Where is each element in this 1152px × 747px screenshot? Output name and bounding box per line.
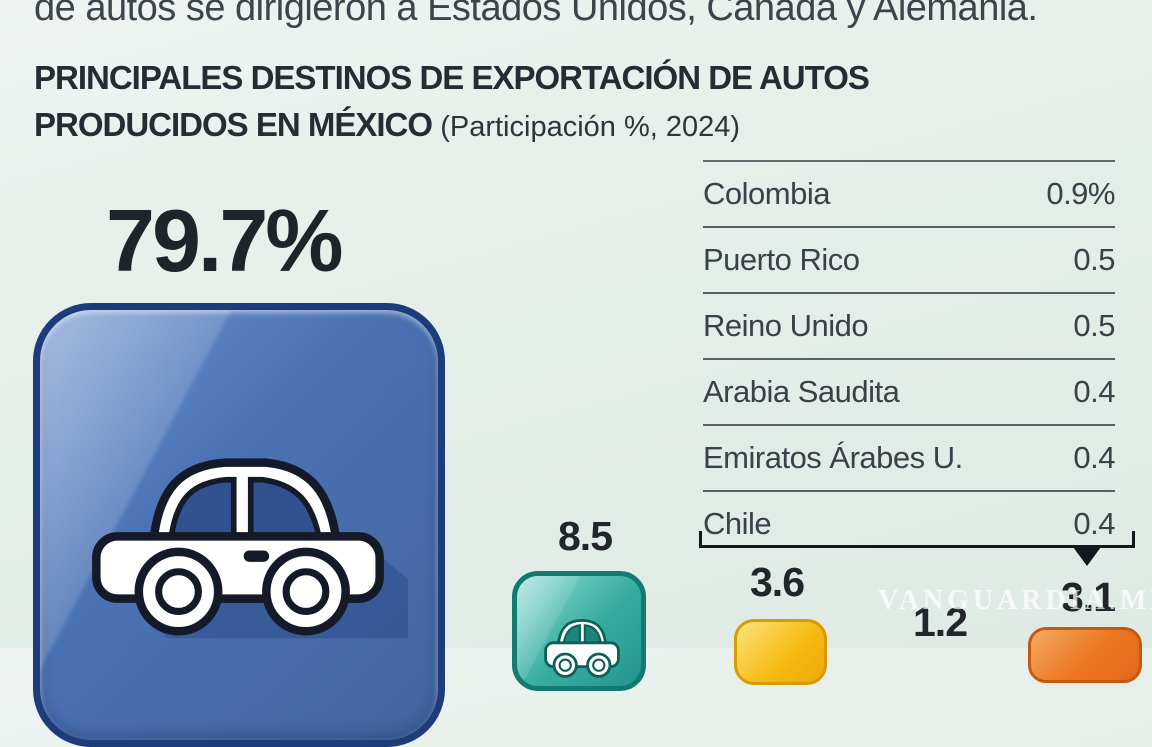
country-value: 0.4	[1073, 506, 1115, 541]
table-row: Colombia 0.9%	[703, 162, 1115, 228]
country-label: Puerto Rico	[703, 242, 860, 277]
car-teal-icon	[512, 571, 646, 691]
country-label: Colombia	[703, 176, 830, 211]
value-8-5: 8.5	[558, 513, 613, 559]
intro-sentence: de autos se dirigieron a Estados Unidos,…	[34, 0, 1038, 29]
table-row: Arabia Saudita 0.4	[703, 360, 1115, 426]
chart-title-line2: PRODUCIDOS EN MÉXICO	[34, 106, 433, 143]
bracket-arrow-down-icon	[1073, 547, 1101, 566]
table-row: Puerto Rico 0.5	[703, 228, 1115, 294]
country-value: 0.4	[1073, 440, 1115, 475]
value-3-1: 3.1	[1061, 574, 1116, 620]
country-value: 0.4	[1073, 374, 1115, 409]
value-3-6: 3.6	[750, 559, 805, 605]
table-row: Emiratos Árabes U. 0.4	[703, 426, 1115, 492]
country-label: Emiratos Árabes U.	[703, 440, 963, 475]
value-1-2: 1.2	[913, 599, 968, 645]
country-label: Reino Unido	[703, 308, 869, 343]
small-destinations-table: Colombia 0.9% Puerto Rico 0.5 Reino Unid…	[703, 160, 1115, 556]
car-glyph	[92, 458, 408, 639]
table-row: Reino Unido 0.5	[703, 294, 1115, 360]
car-glyph-small	[544, 618, 620, 678]
chart-title-line1: PRINCIPALES DESTINOS DE EXPORTACIÓN DE A…	[34, 59, 870, 96]
chart-title: PRINCIPALES DESTINOS DE EXPORTACIÓN DE A…	[34, 54, 1074, 151]
table-row: Chile 0.4	[703, 492, 1115, 556]
group-bracket	[699, 531, 1135, 548]
car-blue-icon	[33, 303, 445, 747]
country-label: Chile	[703, 506, 772, 541]
main-share-value: 79.7%	[106, 191, 344, 290]
chart-subtitle: (Participación %, 2024)	[440, 111, 741, 143]
country-value: 0.5	[1073, 242, 1115, 277]
country-value: 0.5	[1073, 308, 1115, 343]
square-yellow-icon	[734, 619, 827, 685]
country-value: 0.9%	[1046, 176, 1115, 211]
square-orange-icon	[1028, 627, 1142, 683]
country-label: Arabia Saudita	[703, 374, 900, 409]
